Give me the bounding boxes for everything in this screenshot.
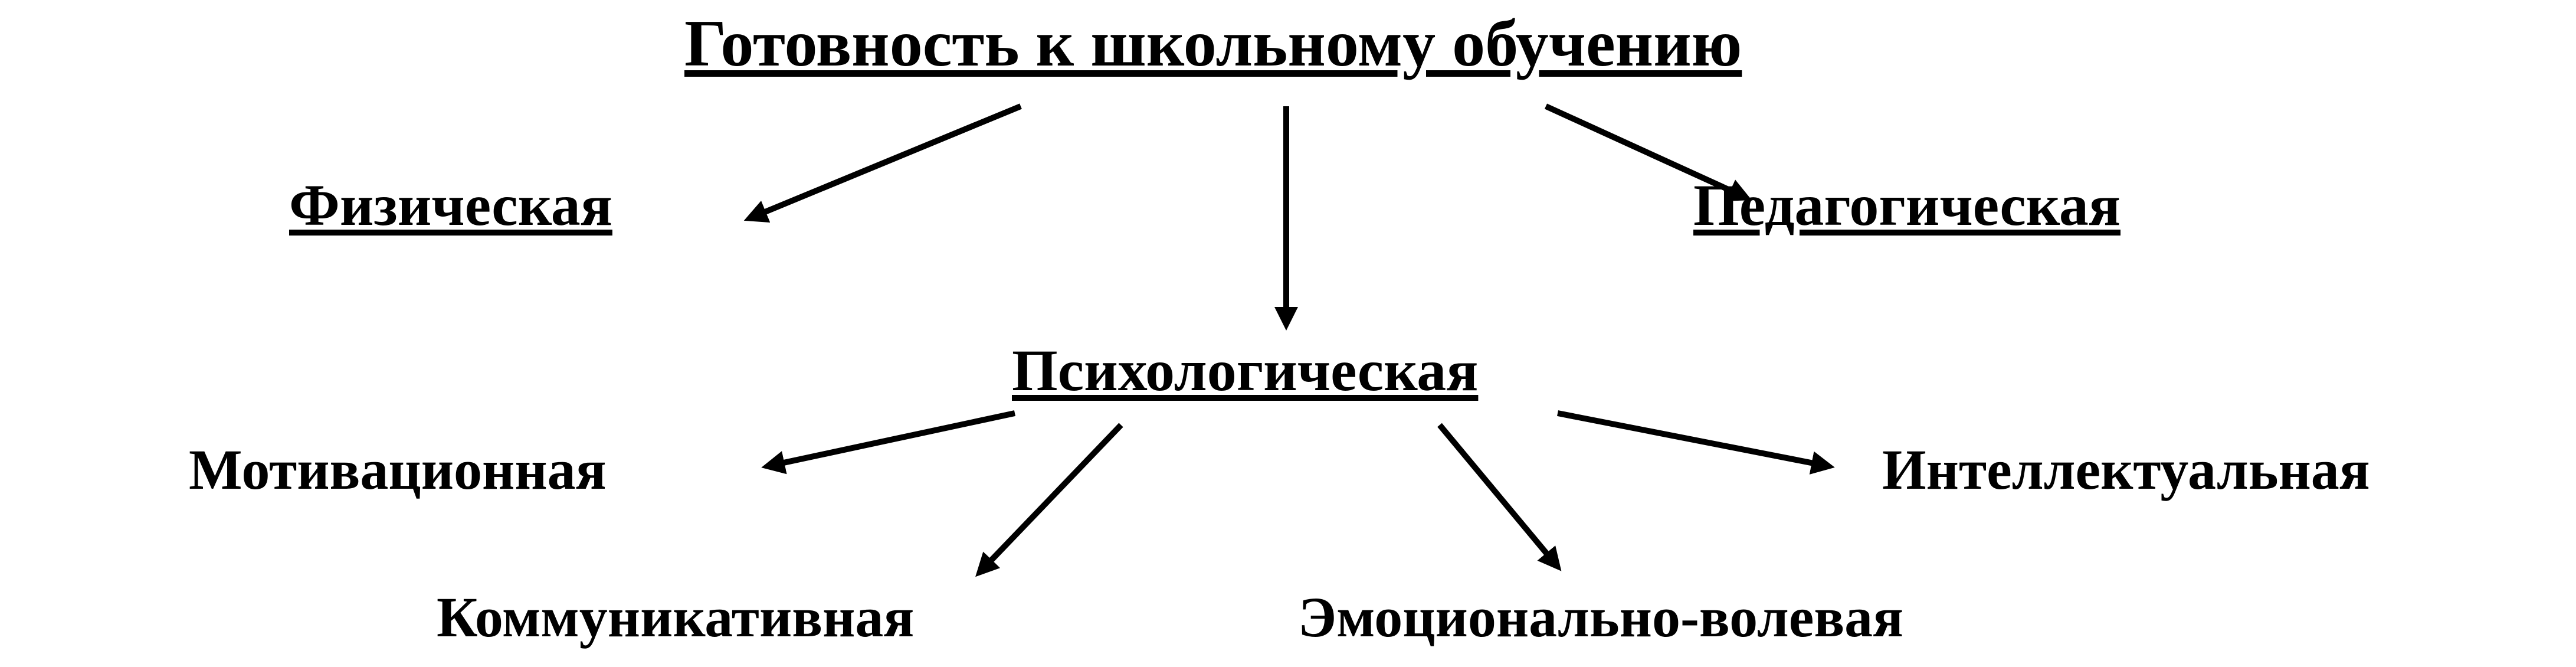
- node-pedagogical: Педагогическая: [1693, 171, 2121, 239]
- arrow-layer: [0, 0, 2576, 667]
- node-physical: Физическая: [289, 171, 612, 239]
- node-root: Готовность к школьному обучению: [684, 6, 1742, 82]
- node-psychological: Психологическая: [1012, 336, 1478, 404]
- node-emotional: Эмоционально-волевая: [1298, 584, 1903, 650]
- edge-psychological-to-communicative: [979, 425, 1121, 573]
- edge-psychological-to-motivational: [767, 413, 1015, 466]
- node-intellectual: Интеллектуальная: [1882, 437, 2370, 502]
- node-communicative: Коммуникативная: [437, 584, 914, 650]
- node-motivational: Мотивационная: [189, 437, 607, 502]
- edge-root-to-physical: [749, 106, 1021, 218]
- readiness-diagram: Готовность к школьному обучению Физическ…: [0, 0, 2576, 667]
- edge-psychological-to-emotional: [1440, 425, 1558, 567]
- edge-psychological-to-intellectual: [1558, 413, 1829, 466]
